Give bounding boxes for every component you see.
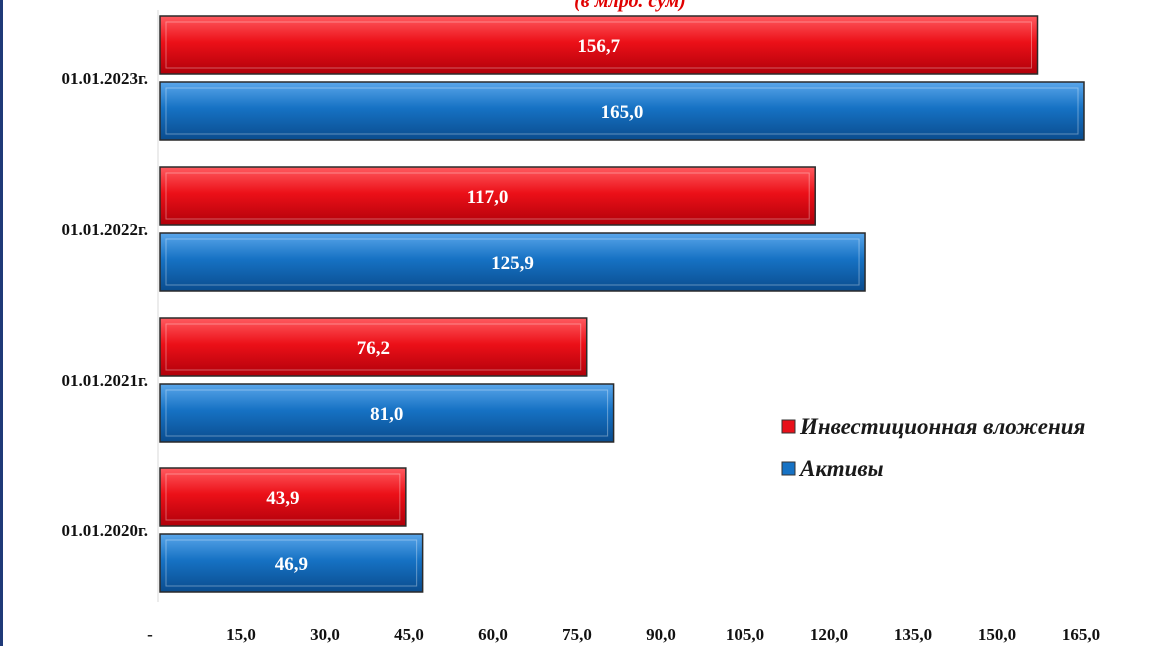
bar-bevel-investments-2 bbox=[165, 172, 810, 220]
bar-value-label-assets-1: 81,0 bbox=[370, 404, 403, 425]
bar-value-label-assets-0: 46,9 bbox=[275, 554, 308, 575]
bar-bevel-investments-1 bbox=[165, 323, 582, 371]
bar-rect-investments-0 bbox=[159, 467, 407, 527]
category-label-2: 01.01.2022г. bbox=[61, 220, 148, 239]
legend: Инвестиционная вложения Активы bbox=[781, 414, 1086, 481]
bar-investments-2: 117,0 bbox=[159, 166, 816, 226]
legend-label-investments: Инвестиционная вложения bbox=[799, 414, 1086, 439]
x-tick-label-4: 60,0 bbox=[478, 625, 508, 644]
bar-value-label-assets-2: 125,9 bbox=[491, 253, 534, 274]
bar-rect-assets-3 bbox=[159, 81, 1085, 141]
bar-value-label-assets-3: 165,0 bbox=[601, 102, 644, 123]
x-tick-label-6: 90,0 bbox=[646, 625, 676, 644]
bar-investments-0: 43,9 bbox=[159, 467, 407, 527]
bar-assets-3: 165,0 bbox=[159, 81, 1085, 141]
x-tick-label-3: 45,0 bbox=[394, 625, 424, 644]
bar-investments-1: 76,2 bbox=[159, 317, 588, 377]
bar-bevel-investments-0 bbox=[165, 473, 401, 521]
x-tick-label-2: 30,0 bbox=[310, 625, 340, 644]
bar-rect-assets-1 bbox=[159, 383, 615, 443]
bar-assets-0: 46,9 bbox=[159, 533, 424, 593]
legend-swatch-assets bbox=[781, 461, 796, 476]
bar-assets-1: 81,0 bbox=[159, 383, 615, 443]
bar-bevel-assets-0 bbox=[165, 539, 418, 587]
frame-left-border bbox=[0, 0, 3, 646]
bar-value-label-investments-2: 117,0 bbox=[467, 187, 509, 208]
bar-value-label-investments-0: 43,9 bbox=[266, 488, 299, 509]
legend-item-assets: Активы bbox=[781, 456, 884, 481]
category-label-0: 01.01.2020г. bbox=[61, 521, 148, 540]
category-label-3: 01.01.2023г. bbox=[61, 69, 148, 88]
bars-group: 43,9 46,9 76,2 81,0 117,0 125,9 156,7 165,0 bbox=[159, 15, 1085, 593]
chart-subtitle: (в млрд. сум) bbox=[574, 0, 686, 12]
bar-rect-assets-0 bbox=[159, 533, 424, 593]
x-tick-label-0: - bbox=[147, 625, 153, 644]
legend-label-assets: Активы bbox=[798, 456, 884, 481]
legend-swatch-investments bbox=[781, 419, 796, 434]
bar-value-label-investments-1: 76,2 bbox=[357, 338, 390, 359]
bar-bevel-assets-1 bbox=[165, 389, 609, 437]
x-tick-label-11: 165,0 bbox=[1062, 625, 1100, 644]
bar-rect-investments-1 bbox=[159, 317, 588, 377]
bar-bevel-investments-3 bbox=[165, 21, 1033, 69]
x-tick-label-5: 75,0 bbox=[562, 625, 592, 644]
bar-bevel-assets-3 bbox=[165, 87, 1079, 135]
x-tick-label-10: 150,0 bbox=[978, 625, 1016, 644]
category-labels: 01.01.2020г. 01.01.2021г. 01.01.2022г. 01.0… bbox=[61, 69, 148, 540]
bar-bevel-assets-2 bbox=[165, 238, 860, 286]
x-tick-label-1: 15,0 bbox=[226, 625, 256, 644]
x-tick-label-7: 105,0 bbox=[726, 625, 764, 644]
bar-rect-investments-3 bbox=[159, 15, 1039, 75]
bar-rect-assets-2 bbox=[159, 232, 866, 292]
x-tick-label-9: 135,0 bbox=[894, 625, 932, 644]
bar-rect-investments-2 bbox=[159, 166, 816, 226]
legend-item-investments: Инвестиционная вложения bbox=[781, 414, 1086, 439]
x-tick-label-8: 120,0 bbox=[810, 625, 848, 644]
bar-value-label-investments-3: 156,7 bbox=[577, 36, 620, 57]
bar-investments-3: 156,7 bbox=[159, 15, 1039, 75]
x-axis-tick-labels: - 15,0 30,0 45,0 60,0 75,0 90,0 105,0 120,0 135,0… bbox=[147, 625, 1100, 644]
bar-assets-2: 125,9 bbox=[159, 232, 866, 292]
category-label-1: 01.01.2021г. bbox=[61, 371, 148, 390]
